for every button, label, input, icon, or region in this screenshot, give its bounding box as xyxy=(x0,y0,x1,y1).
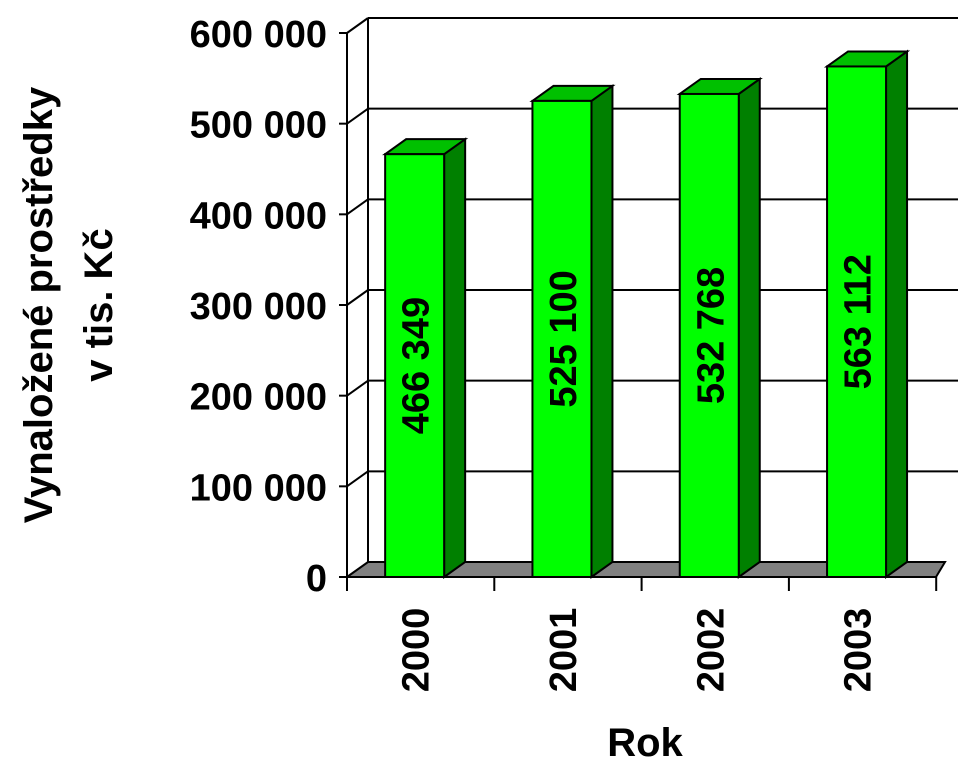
y-tick-label: 600 000 xyxy=(190,14,327,56)
gridline-side xyxy=(346,107,369,125)
bar-side xyxy=(885,49,909,579)
y-tick-label: 500 000 xyxy=(190,105,327,147)
bar-2001: 525 100 xyxy=(529,83,616,579)
gridline-side xyxy=(346,379,369,397)
gridline-side xyxy=(346,198,369,216)
y-tick-label: 0 xyxy=(306,558,327,600)
x-tick-label: 2003 xyxy=(838,608,880,693)
x-axis-title: Rok xyxy=(607,721,683,765)
bar-2000: 466 349 xyxy=(382,137,469,579)
bar-2003: 563 112 xyxy=(823,49,911,579)
y-tick-label: 300 000 xyxy=(190,286,327,328)
bar-side xyxy=(443,137,467,579)
y-axis: 0 100 000 200 000 300 000 400 000 500 000 600 … xyxy=(190,14,348,600)
x-axis: 2000 2001 2002 2003 xyxy=(346,576,938,693)
y-tick-label: 400 000 xyxy=(190,195,327,237)
bar-value-label: 532 768 xyxy=(690,267,732,404)
y-tick-label: 100 000 xyxy=(190,467,327,509)
bar-2002: 532 768 xyxy=(676,77,763,579)
bar-value-label: 525 100 xyxy=(543,270,585,407)
bar-value-label: 466 349 xyxy=(396,297,438,434)
bar-front xyxy=(531,99,593,578)
gridline-side xyxy=(346,289,369,306)
bar-side xyxy=(590,83,614,579)
bar-front xyxy=(826,65,888,578)
gridlines xyxy=(346,17,958,488)
bar-value-label: 563 112 xyxy=(838,254,880,389)
gridline-side xyxy=(346,17,369,34)
x-tick-label: 2002 xyxy=(690,608,732,693)
y-axis-title-line1: Vynaložené prostředky xyxy=(17,86,61,523)
x-tick-label: 2001 xyxy=(543,608,585,693)
y-axis-title-line2: v tis. Kč xyxy=(77,228,121,381)
y-tick-label: 200 000 xyxy=(190,377,327,419)
bar-side xyxy=(737,77,761,579)
x-tick-label: 2000 xyxy=(396,608,438,693)
gridline-side xyxy=(346,470,369,488)
bars: 466 349 525 100 532 768 563 112 xyxy=(382,49,911,579)
